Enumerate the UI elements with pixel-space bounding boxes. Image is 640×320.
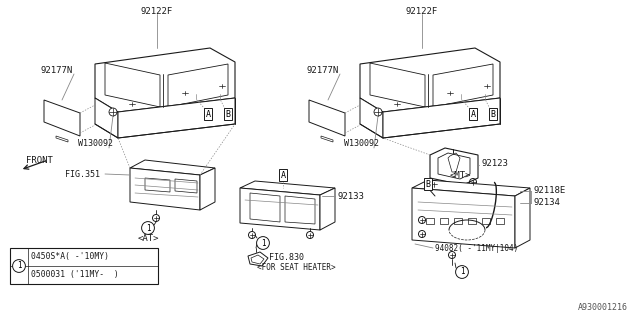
Text: A: A: [280, 171, 285, 180]
Text: FIG.830: FIG.830: [269, 252, 304, 261]
Polygon shape: [320, 188, 335, 230]
Text: 1: 1: [146, 223, 150, 233]
Circle shape: [109, 108, 117, 116]
Text: 0500031 ('11MY-  ): 0500031 ('11MY- ): [31, 270, 119, 279]
Text: 92133: 92133: [337, 191, 364, 201]
Text: W130092: W130092: [78, 139, 113, 148]
Polygon shape: [95, 98, 118, 138]
Text: 94082( -'11MY|104): 94082( -'11MY|104): [435, 244, 518, 252]
Polygon shape: [360, 48, 500, 112]
Text: W130092: W130092: [344, 139, 379, 148]
Polygon shape: [430, 148, 478, 185]
Polygon shape: [200, 168, 215, 210]
Polygon shape: [44, 100, 80, 136]
Text: 0450S*A( -'10MY): 0450S*A( -'10MY): [31, 252, 109, 261]
Text: 1: 1: [17, 261, 21, 270]
Text: 1: 1: [460, 268, 464, 276]
Text: 92118E: 92118E: [533, 186, 565, 195]
Polygon shape: [515, 188, 530, 248]
Polygon shape: [309, 100, 345, 136]
Polygon shape: [130, 160, 215, 175]
Bar: [454, 218, 462, 224]
Polygon shape: [383, 98, 500, 138]
Text: 92123: 92123: [481, 158, 508, 167]
Text: B: B: [490, 109, 495, 118]
Polygon shape: [130, 168, 200, 210]
Bar: [440, 218, 448, 224]
Text: 92122F: 92122F: [141, 6, 173, 15]
Text: A: A: [470, 109, 476, 118]
Bar: [496, 218, 504, 224]
Polygon shape: [240, 188, 320, 230]
Text: 92177N: 92177N: [40, 66, 72, 75]
Text: B: B: [225, 109, 230, 118]
Polygon shape: [360, 98, 383, 138]
Text: 1: 1: [260, 238, 266, 247]
Text: 92177N: 92177N: [306, 66, 339, 75]
Polygon shape: [118, 98, 235, 138]
Text: 92122F: 92122F: [406, 6, 438, 15]
Text: <FOR SEAT HEATER>: <FOR SEAT HEATER>: [257, 262, 335, 271]
Text: FIG.351: FIG.351: [65, 170, 100, 179]
Text: B: B: [426, 180, 431, 188]
Text: <MT>: <MT>: [449, 171, 471, 180]
Bar: [426, 218, 434, 224]
Bar: [482, 218, 490, 224]
Polygon shape: [412, 188, 515, 248]
Polygon shape: [412, 180, 530, 196]
FancyBboxPatch shape: [10, 248, 158, 284]
Text: FRONT: FRONT: [26, 156, 53, 164]
Bar: [468, 218, 476, 224]
Polygon shape: [240, 181, 335, 195]
Text: 92134: 92134: [533, 197, 560, 206]
Text: A930001216: A930001216: [578, 303, 628, 312]
Polygon shape: [248, 252, 268, 266]
Text: A: A: [205, 109, 211, 118]
Circle shape: [374, 108, 382, 116]
Text: <AT>: <AT>: [137, 234, 159, 243]
Polygon shape: [95, 48, 235, 112]
